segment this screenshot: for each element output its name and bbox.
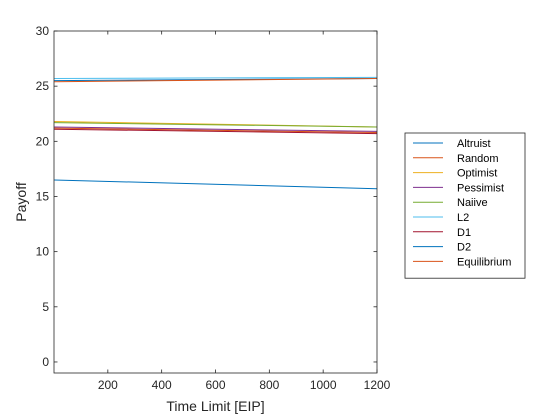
series-line-8 [54, 77, 378, 83]
x-tick-label: 400 [152, 378, 172, 392]
legend-label: Optimist [457, 168, 497, 180]
legend-label: D1 [457, 227, 471, 239]
x-tick-label: 1200 [364, 378, 391, 392]
y-tick-label: 5 [42, 300, 49, 314]
x-tick-label: 600 [205, 378, 225, 392]
y-tick-label: 20 [36, 134, 50, 148]
x-axis-label: Time Limit [EIP] [166, 398, 264, 414]
x-tick-label: 800 [259, 378, 279, 392]
y-tick-label: 30 [36, 24, 50, 38]
legend-label: Altruist [457, 138, 491, 150]
series-line-6 [54, 128, 378, 135]
y-tick-label: 25 [36, 79, 50, 93]
legend-label: Pessimist [457, 182, 504, 194]
y-tick-label: 0 [42, 355, 49, 369]
legend-label: D2 [457, 242, 471, 254]
series-layer [54, 76, 378, 190]
plot-area [54, 31, 377, 373]
y-tick-label: 10 [36, 245, 50, 259]
series-line-3 [54, 126, 378, 132]
y-axis-label: Payoff [13, 182, 29, 222]
series-line-5 [54, 76, 378, 79]
legend-label: Naiive [457, 197, 488, 209]
legend-label: Equilibrium [457, 256, 511, 268]
tick-layer: 200 400 600 800 1000 1200 0 5 10 15 20 25 30 [36, 24, 391, 392]
x-tick-label: 1000 [310, 378, 337, 392]
series-line-0 [54, 179, 378, 190]
legend-label: L2 [457, 212, 469, 224]
legend-box [404, 132, 526, 279]
x-tick-label: 200 [98, 378, 118, 392]
legend-label: Random [457, 153, 499, 165]
legend: Altruist Random Optimist Pessimist Naiive L2 D… [404, 132, 526, 279]
y-tick-label: 15 [36, 189, 50, 203]
series-line-4 [54, 122, 378, 128]
series-line-1 [54, 127, 378, 133]
